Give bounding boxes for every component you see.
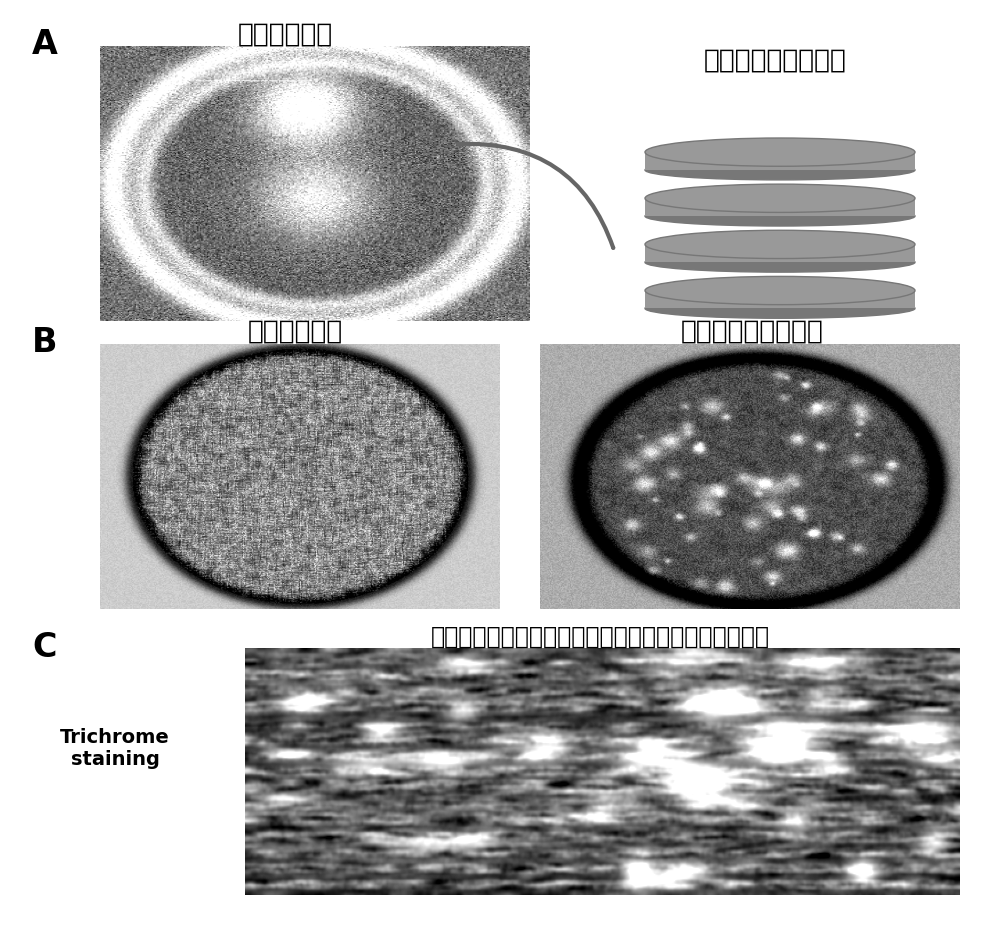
Ellipse shape <box>645 276 915 305</box>
Text: B: B <box>32 326 58 358</box>
Polygon shape <box>645 290 915 309</box>
Ellipse shape <box>645 206 915 226</box>
Polygon shape <box>645 153 915 170</box>
Text: Trichrome
staining: Trichrome staining <box>60 728 170 769</box>
Polygon shape <box>645 245 915 262</box>
Text: 肌肉细胞立体多层挤结构在成肌纤维分化后的组织形态: 肌肉细胞立体多层挤结构在成肌纤维分化后的组织形态 <box>430 625 770 649</box>
Text: 肌肉细胞薄层的叠加: 肌肉细胞薄层的叠加 <box>681 319 823 345</box>
Ellipse shape <box>645 160 915 179</box>
Ellipse shape <box>645 231 915 259</box>
Ellipse shape <box>645 299 915 318</box>
Polygon shape <box>645 198 915 216</box>
Text: A: A <box>32 28 58 60</box>
Text: C: C <box>32 631 56 663</box>
Text: 肌肉细胞薄层: 肌肉细胞薄层 <box>237 21 333 47</box>
FancyArrowPatch shape <box>458 144 613 247</box>
Ellipse shape <box>645 184 915 212</box>
Text: 肌肉细胞薄层: 肌肉细胞薄层 <box>247 319 343 345</box>
Ellipse shape <box>645 252 915 272</box>
Ellipse shape <box>645 138 915 166</box>
Text: 肌肉细胞薄层的叠加: 肌肉细胞薄层的叠加 <box>704 47 846 73</box>
